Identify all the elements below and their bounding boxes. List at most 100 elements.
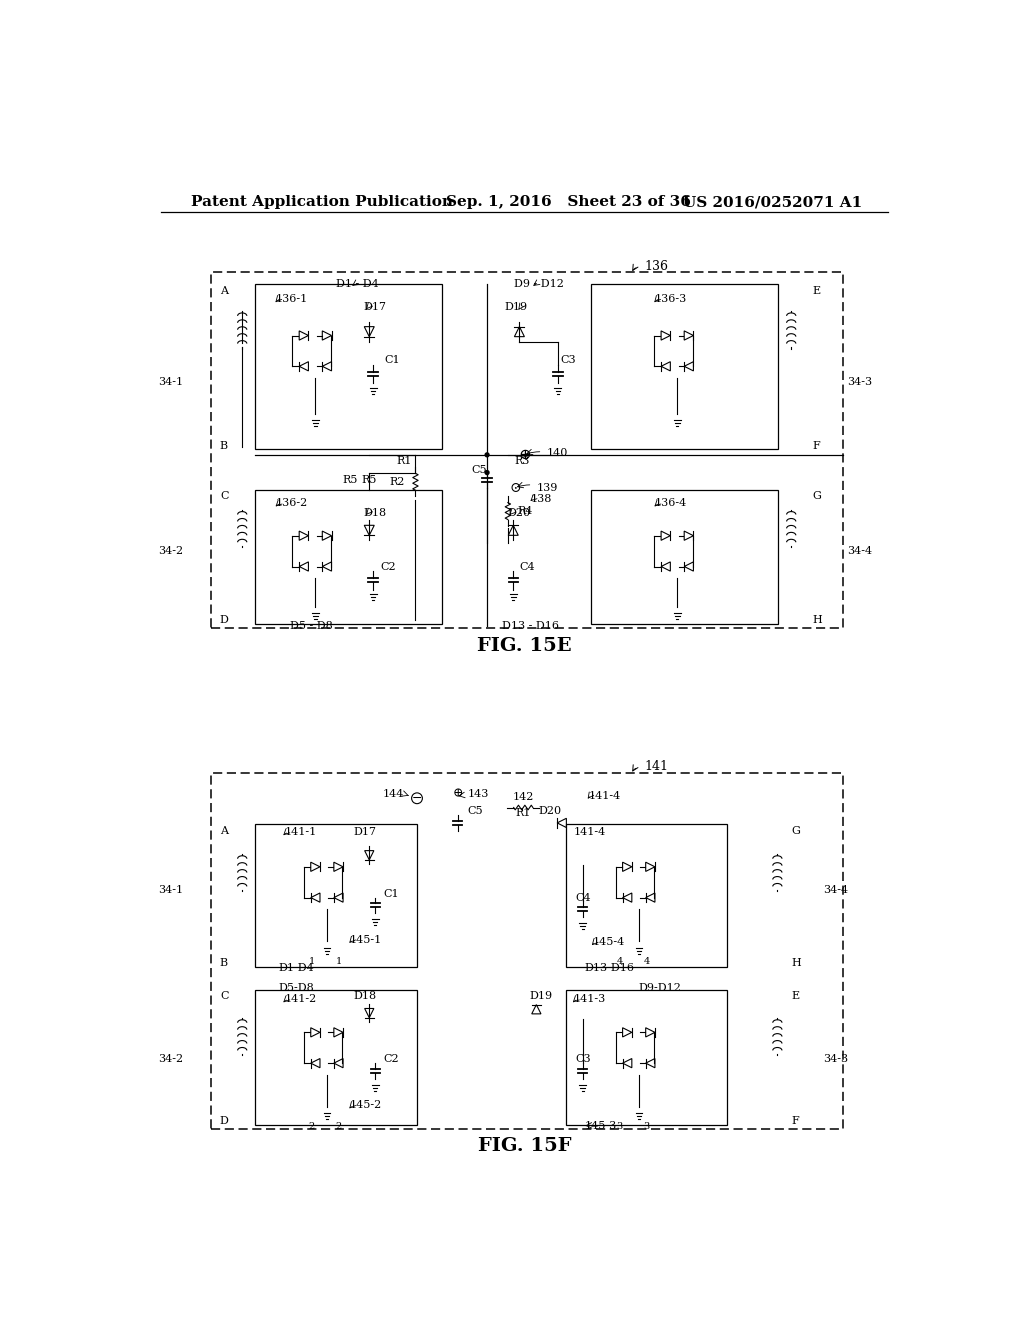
- Text: US 2016/0252071 A1: US 2016/0252071 A1: [683, 195, 862, 210]
- Bar: [591, 490, 778, 624]
- Text: 3: 3: [643, 1122, 649, 1131]
- Circle shape: [485, 453, 489, 457]
- Text: 34-2: 34-2: [158, 1055, 183, 1064]
- Text: 138: 138: [531, 494, 552, 504]
- Bar: [255, 284, 442, 449]
- Text: C3: C3: [560, 355, 575, 366]
- Text: C4: C4: [575, 892, 591, 903]
- Text: D20: D20: [539, 807, 562, 816]
- Text: 3: 3: [616, 1122, 623, 1131]
- Text: 34-1: 34-1: [158, 884, 183, 895]
- Text: D13-D16: D13-D16: [585, 964, 635, 973]
- Text: D5 - D8: D5 - D8: [290, 620, 333, 631]
- Text: D17: D17: [364, 302, 387, 312]
- Text: 136-2: 136-2: [275, 499, 307, 508]
- Text: 145-2: 145-2: [350, 1101, 382, 1110]
- Text: 136-4: 136-4: [654, 499, 686, 508]
- Text: A: A: [220, 825, 228, 836]
- Text: A: A: [220, 286, 228, 296]
- Text: 34-4: 34-4: [823, 884, 849, 895]
- Text: H: H: [792, 958, 801, 968]
- Text: −: −: [412, 792, 422, 805]
- Text: H: H: [813, 615, 822, 626]
- Text: D: D: [220, 615, 228, 626]
- Text: C3: C3: [575, 1055, 591, 1064]
- Text: C: C: [220, 491, 228, 500]
- Text: F: F: [792, 1115, 799, 1126]
- Text: 34-3: 34-3: [847, 376, 871, 387]
- Text: ⊕: ⊕: [518, 447, 531, 462]
- Text: 1: 1: [335, 957, 342, 966]
- Text: C5: C5: [471, 465, 487, 475]
- Text: C4: C4: [519, 561, 535, 572]
- Text: 141-1: 141-1: [285, 828, 316, 837]
- Text: D5-D8: D5-D8: [279, 983, 314, 994]
- Text: 142: 142: [513, 792, 534, 803]
- Bar: [255, 490, 442, 624]
- Text: D1 - D4: D1 - D4: [336, 279, 379, 289]
- Text: F: F: [813, 441, 820, 451]
- Text: D1-D4: D1-D4: [279, 964, 314, 973]
- Text: D18: D18: [364, 508, 387, 517]
- Text: D19: D19: [504, 302, 527, 312]
- Text: 145-3: 145-3: [585, 1121, 617, 1131]
- Text: R4: R4: [517, 506, 532, 516]
- Text: D19: D19: [529, 991, 553, 1001]
- Text: 136: 136: [645, 260, 669, 273]
- Text: 141-2: 141-2: [285, 994, 316, 1005]
- Text: FIG. 15E: FIG. 15E: [477, 636, 572, 655]
- Text: Patent Application Publication: Patent Application Publication: [190, 195, 453, 210]
- Text: 143: 143: [468, 788, 489, 799]
- Text: E: E: [792, 991, 800, 1001]
- Text: 1: 1: [308, 957, 314, 966]
- Text: 34-3: 34-3: [823, 1055, 849, 1064]
- Bar: [591, 284, 778, 449]
- Text: E: E: [813, 286, 821, 296]
- Text: 145-1: 145-1: [350, 935, 382, 945]
- Text: 144: 144: [383, 788, 403, 799]
- Text: 34-1: 34-1: [158, 376, 183, 387]
- Text: ⊙: ⊙: [510, 480, 521, 495]
- Text: 136-3: 136-3: [654, 294, 686, 305]
- Text: 141-4: 141-4: [573, 828, 605, 837]
- Bar: [211, 272, 843, 628]
- Text: C1: C1: [385, 355, 400, 366]
- Text: D: D: [220, 1115, 228, 1126]
- Text: C2: C2: [381, 561, 396, 572]
- Bar: [211, 774, 843, 1129]
- Text: 145-4: 145-4: [593, 937, 625, 948]
- Text: R1: R1: [396, 455, 412, 466]
- Text: R2: R2: [389, 477, 404, 487]
- Bar: [255, 825, 417, 966]
- Text: G: G: [792, 825, 800, 836]
- Text: D17: D17: [354, 828, 377, 837]
- Text: B: B: [220, 441, 228, 451]
- Text: 4: 4: [616, 957, 623, 966]
- Text: D9 - D12: D9 - D12: [514, 279, 563, 289]
- Text: R1: R1: [515, 808, 531, 818]
- Text: R3: R3: [515, 455, 530, 466]
- Text: R5: R5: [361, 475, 377, 486]
- Text: 141-3: 141-3: [573, 994, 605, 1005]
- Bar: [565, 825, 727, 966]
- Text: 139: 139: [538, 483, 558, 492]
- Text: D18: D18: [354, 991, 377, 1001]
- Text: G: G: [813, 491, 821, 500]
- Text: 2: 2: [308, 1122, 314, 1131]
- Bar: [255, 990, 417, 1125]
- Text: D13 - D16: D13 - D16: [503, 620, 559, 631]
- Text: 141-4: 141-4: [589, 791, 621, 801]
- Text: D20: D20: [508, 508, 531, 517]
- Text: C2: C2: [383, 1055, 398, 1064]
- Text: 136-1: 136-1: [275, 294, 307, 305]
- Text: C1: C1: [383, 888, 398, 899]
- Text: B: B: [220, 958, 228, 968]
- Circle shape: [485, 471, 489, 474]
- Text: 34-4: 34-4: [847, 546, 871, 556]
- Text: 4: 4: [643, 957, 649, 966]
- Text: ⊕: ⊕: [453, 787, 463, 800]
- Bar: [565, 990, 727, 1125]
- Text: 2: 2: [335, 1122, 342, 1131]
- Text: D9-D12: D9-D12: [639, 983, 682, 994]
- Text: C5: C5: [467, 807, 482, 816]
